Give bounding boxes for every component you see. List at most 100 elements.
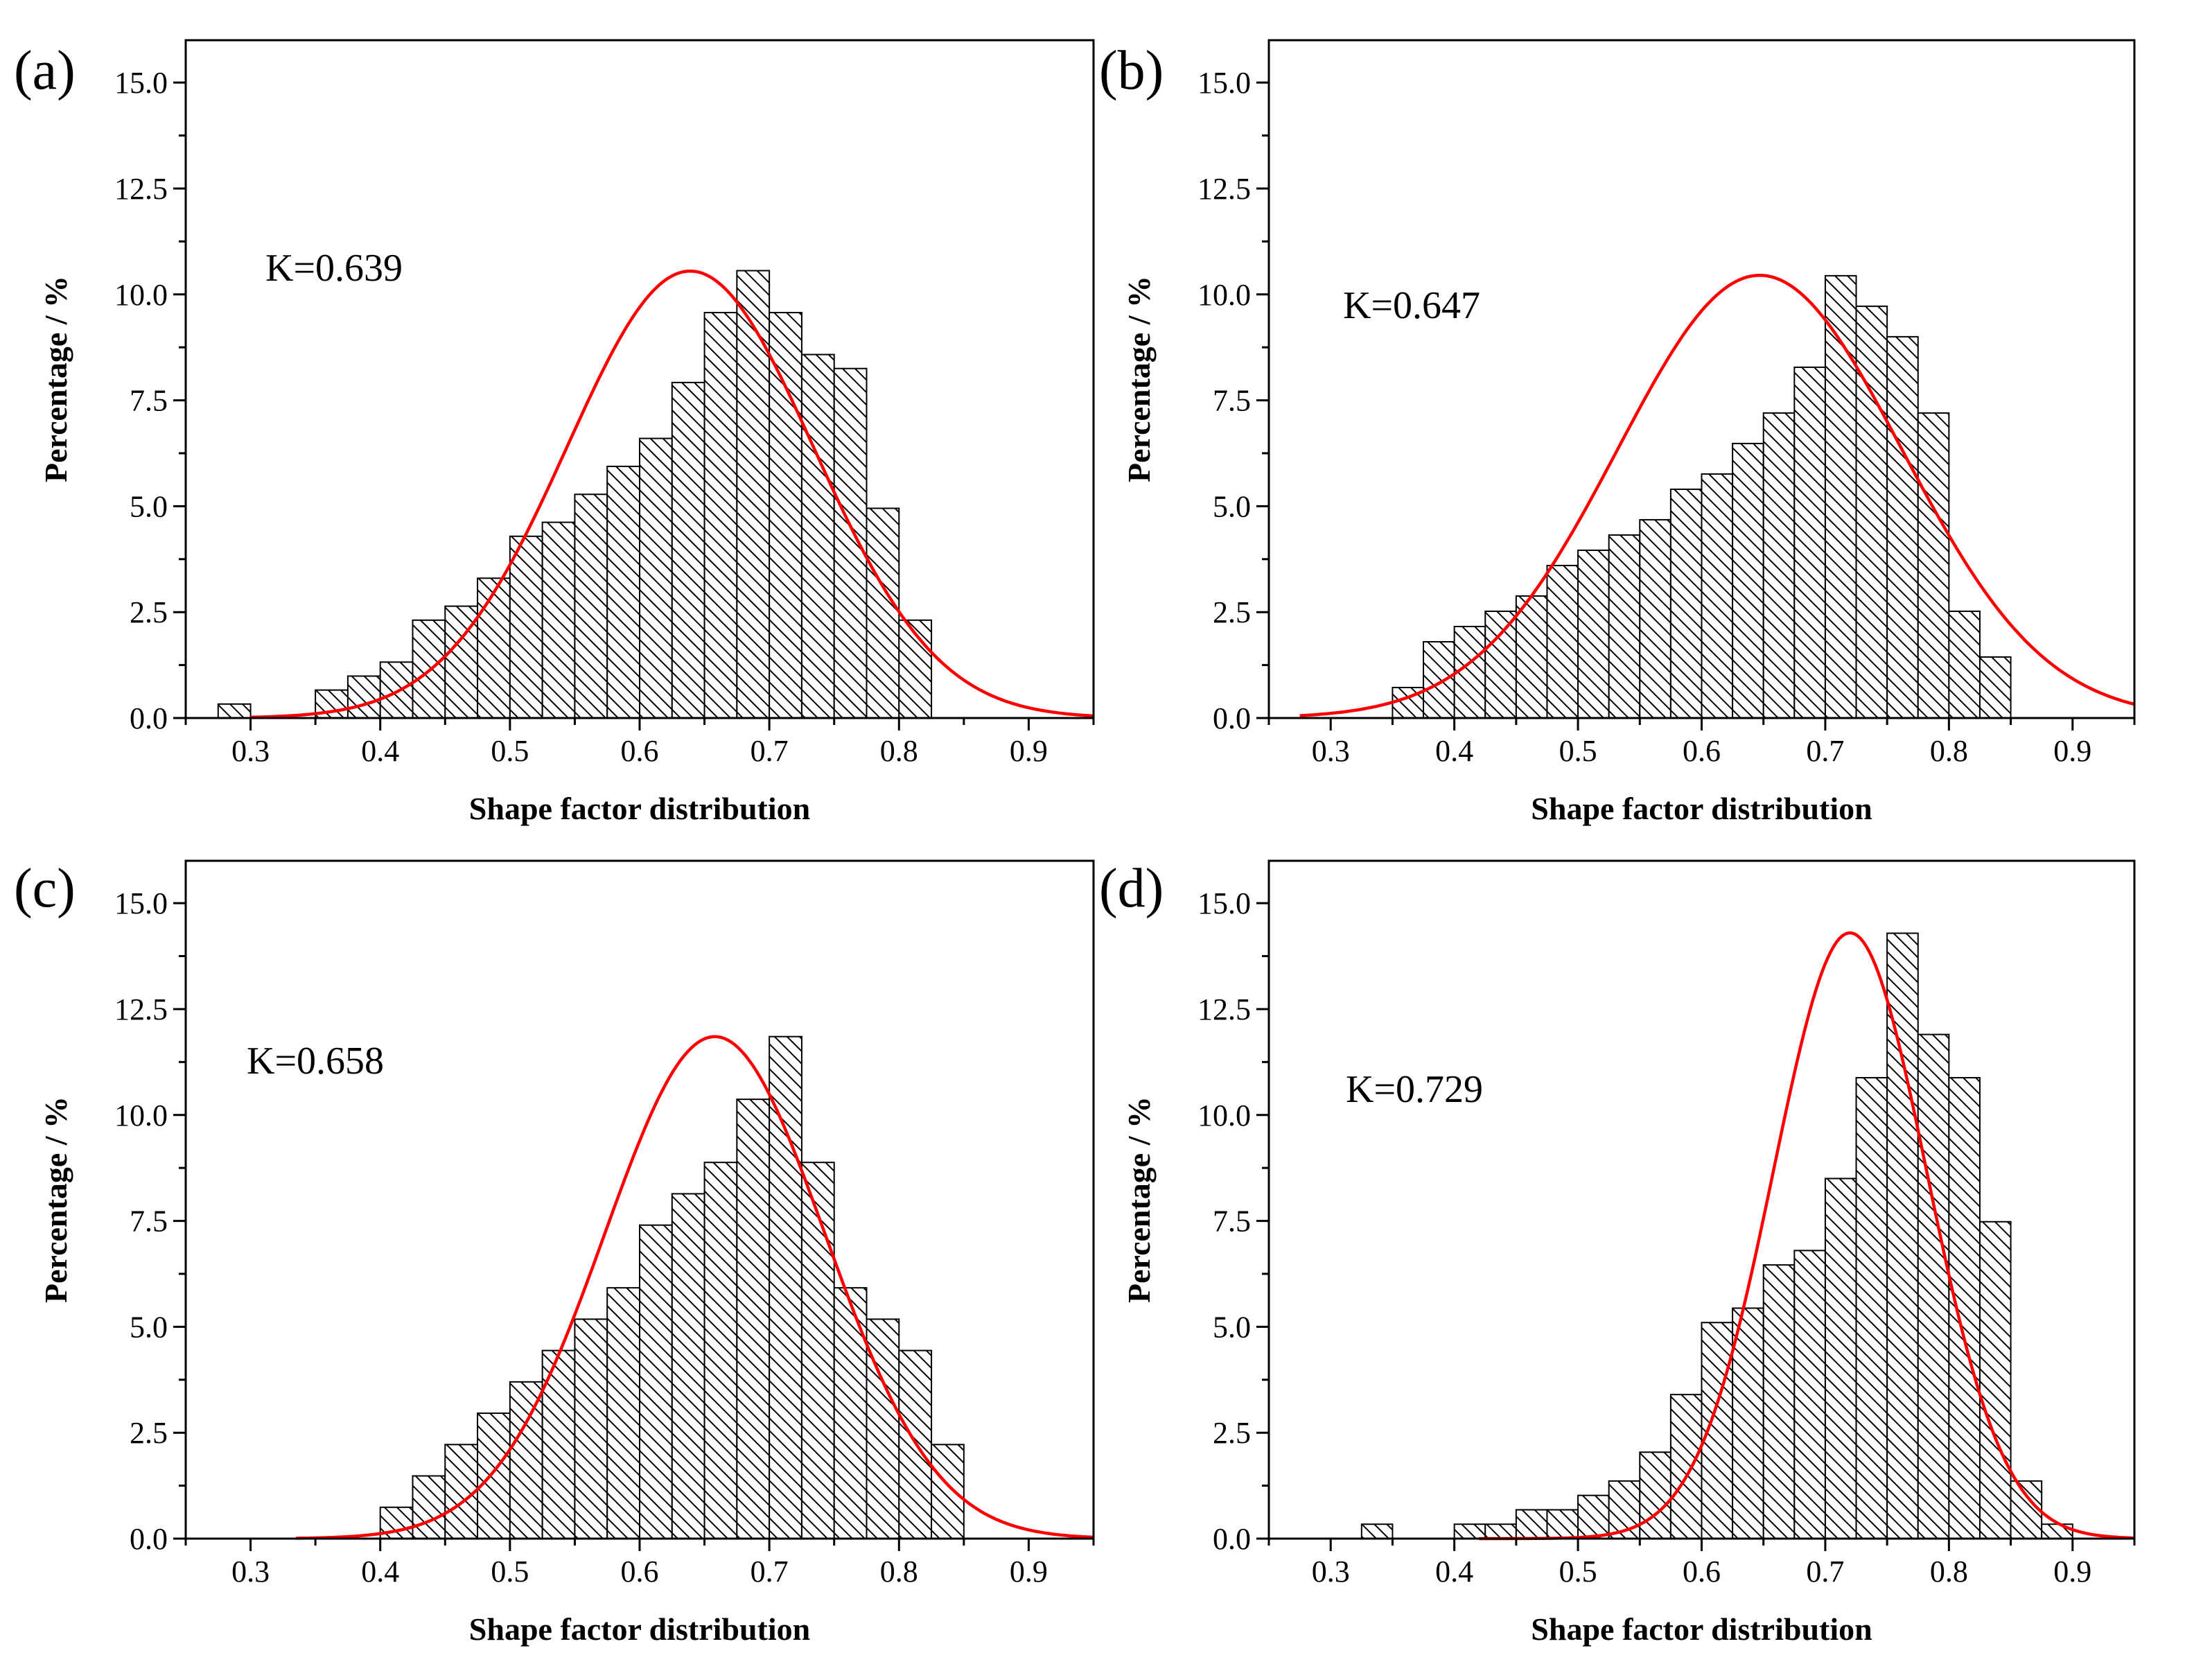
y-tick-label: 10.0 (1197, 278, 1251, 312)
histogram-bar (1484, 1523, 1517, 1540)
histogram-bar (1546, 1509, 1579, 1540)
y-tick-label: 15.0 (1197, 66, 1251, 100)
x-tick-label: 0.9 (2053, 734, 2091, 768)
panel-label: (a) (14, 40, 76, 101)
histogram-bar (833, 367, 868, 719)
histogram-bar (1886, 335, 1919, 719)
histogram-bar (1824, 274, 1857, 719)
y-axis-label: Percentage / % (38, 276, 73, 482)
histogram-bar (1978, 1220, 2012, 1540)
fit-curve (1479, 931, 2135, 1541)
histogram-bar (444, 1444, 479, 1539)
x-tick-label: 0.8 (880, 734, 918, 768)
histogram-bar (1515, 1509, 1548, 1540)
histogram-bar (1732, 442, 1764, 719)
histogram-bar (412, 1475, 446, 1539)
histogram-bar (1669, 1394, 1703, 1540)
histogram-bar (346, 675, 381, 719)
x-tick-label: 0.5 (1559, 734, 1597, 768)
histogram-bar (1948, 610, 1981, 719)
fit-curve (250, 269, 1094, 719)
histogram-bar (898, 619, 933, 719)
x-axis-label: Shape factor distribution (1531, 791, 1872, 826)
x-tick-label: 0.7 (751, 1555, 789, 1589)
histogram-bar (1515, 595, 1548, 719)
k-annotation: K=0.647 (1343, 284, 1480, 327)
y-tick-label: 5.0 (130, 1310, 168, 1344)
x-tick-label: 0.3 (231, 1555, 270, 1589)
x-tick-label: 0.9 (2053, 1555, 2091, 1589)
x-tick-label: 0.4 (361, 1555, 399, 1589)
histogram-bar (1855, 305, 1888, 719)
x-tick-label: 0.5 (491, 734, 529, 768)
histogram-bar (1701, 473, 1734, 719)
x-tick-label: 0.3 (1312, 1555, 1350, 1589)
x-tick-label: 0.4 (361, 734, 399, 768)
k-annotation: K=0.658 (247, 1040, 384, 1083)
histogram-bar (2010, 1480, 2043, 1540)
histogram-bar (1793, 366, 1826, 719)
histogram-bar (1546, 564, 1579, 719)
x-tick-label: 0.6 (1683, 1555, 1721, 1589)
panel-b: 0.3 0.4 0.5 0.6 0.7 0.8 0.9 0.0 2.5 5.0 7.5 10.0 12.… (1099, 39, 2136, 826)
histogram-bar (1886, 932, 1919, 1540)
x-tick-label: 0.6 (621, 734, 659, 768)
histogram-bar (1762, 412, 1796, 719)
x-axis-label: Shape factor distribution (469, 1611, 810, 1647)
x-tick-label: 0.7 (1806, 734, 1844, 768)
histogram-bar (931, 1444, 965, 1539)
y-tick-label: 5.0 (130, 489, 168, 523)
x-axis-label: Shape factor distribution (1531, 1611, 1872, 1647)
histogram-bar (541, 521, 576, 719)
histogram-bar (736, 1099, 771, 1540)
histogram-bar (1484, 610, 1517, 719)
k-annotation: K=0.729 (1346, 1068, 1483, 1111)
histogram-bar (639, 1224, 673, 1540)
histogram-bar (1917, 1033, 1950, 1540)
histogram-bar (833, 1287, 868, 1539)
y-axis-label: Percentage / % (1121, 276, 1157, 482)
histogram-bar (703, 312, 738, 719)
k-annotation: K=0.639 (265, 247, 403, 290)
x-tick-label: 0.5 (491, 1555, 529, 1589)
y-tick-label: 12.5 (114, 992, 168, 1026)
x-tick-label: 0.8 (1930, 734, 1968, 768)
histogram-bar (1917, 412, 1950, 719)
histogram-bar (1639, 1451, 1671, 1539)
y-tick-label: 7.5 (130, 1205, 168, 1239)
histogram-bar (1639, 518, 1671, 719)
histogram-bar (1978, 656, 2012, 719)
histogram-bar (769, 312, 802, 719)
y-tick-label: 10.0 (1197, 1099, 1251, 1132)
histogram-bar (1423, 640, 1455, 719)
y-tick-label: 12.5 (1197, 992, 1251, 1026)
x-tick-label: 0.8 (880, 1555, 918, 1589)
histogram-bar (509, 535, 543, 719)
histogram-bar (1669, 488, 1703, 719)
y-tick-label: 10.0 (114, 278, 168, 312)
histogram-bar (1608, 534, 1641, 719)
x-tick-label: 0.7 (1806, 1555, 1844, 1589)
histogram-bar (671, 1193, 705, 1539)
histogram-bar (1577, 549, 1610, 719)
histogram-bar (379, 661, 414, 719)
histogram-bar (1453, 1523, 1486, 1540)
histogram-bar (574, 493, 608, 719)
x-tick-label: 0.5 (1559, 1555, 1597, 1589)
x-tick-label: 0.9 (1010, 734, 1048, 768)
panel-d: 0.3 0.4 0.5 0.6 0.7 0.8 0.9 0.0 2.5 5.0 7.5 10.0 12.… (1099, 858, 2136, 1647)
histogram-bars (217, 270, 933, 719)
histogram-bar (606, 1287, 641, 1539)
histogram-bar (639, 437, 673, 719)
y-tick-label: 10.0 (114, 1099, 168, 1132)
y-tick-label: 15.0 (114, 886, 168, 920)
fit-curve (296, 1035, 1094, 1540)
histogram-bar (477, 577, 511, 719)
histogram-bars (379, 1035, 965, 1540)
histogram-bar (606, 465, 641, 719)
panel-label: (d) (1099, 858, 1164, 919)
histogram-bar (574, 1318, 608, 1540)
x-tick-label: 0.8 (1930, 1555, 1968, 1589)
panel-a: 0.3 0.4 0.5 0.6 0.7 0.8 0.9 0.0 2.5 5.0 7.5 10.0 12.… (14, 39, 1095, 826)
